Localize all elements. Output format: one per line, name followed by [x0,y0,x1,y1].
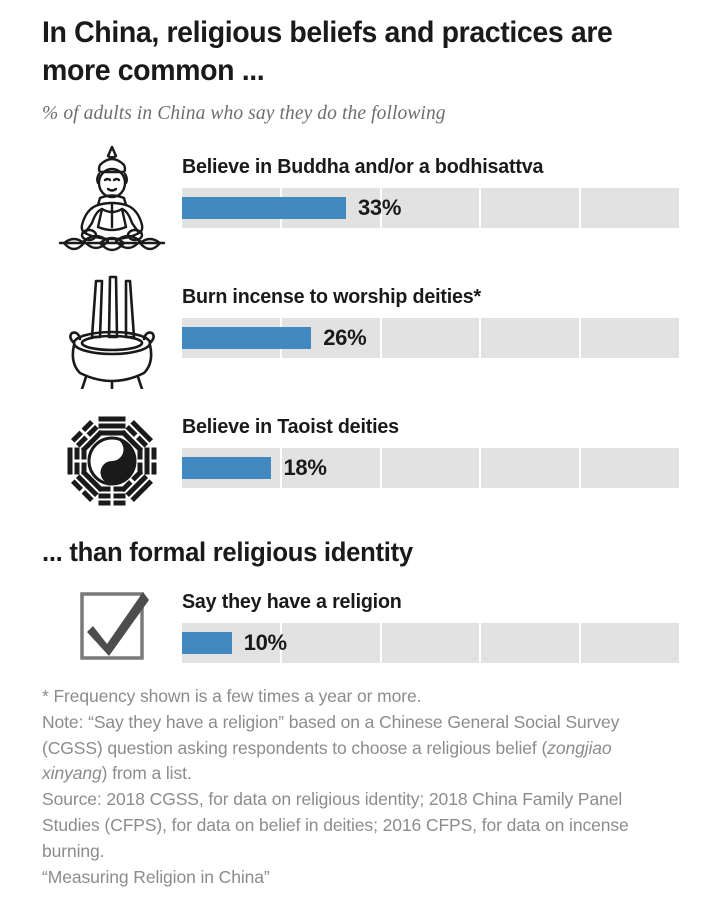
chart-row: Burn incense to worship deities* 26% [42,271,679,401]
page-subtitle: % of adults in China who say they do the… [42,102,446,124]
bar-value: 33% [358,194,402,220]
note-definition: Note: “Say they have a religion” based o… [42,710,678,788]
footnote-frequency: * Frequency shown is a few times a year … [42,685,422,706]
bar-cell: Burn incense to worship deities* 26% [182,271,679,358]
page-title: In China, religious beliefs and practice… [42,16,613,88]
row-label: Believe in Buddha and/or a bodhisattva [182,154,544,178]
note-text-part1: Note: “Say they have a religion” based o… [42,711,620,758]
bar-fill [182,631,232,654]
bar-track: 26% [182,317,679,358]
bar-fill [182,196,346,219]
bagua-yin-yang-icon [42,401,182,521]
checkbox-checked-icon [42,584,182,670]
notes-block: * Frequency shown is a few times a year … [42,684,678,891]
chart-row: Believe in Taoist deities 18% [42,401,679,531]
row-label: Say they have a religion [182,589,402,613]
incense-burner-icon [42,271,182,391]
bar-value: 26% [323,324,367,350]
source-line: Source: 2018 CGSS, for data on religious… [42,789,629,862]
section-heading: ... than formal religious identity [42,536,413,567]
buddha-statue-icon [42,141,182,261]
row-label: Believe in Taoist deities [182,414,399,438]
chart-row: Say they have a religion 10% [42,584,679,670]
bar-track: 10% [182,622,679,663]
bar-cell: Believe in Taoist deities 18% [182,401,679,488]
chart-row: Believe in Buddha and/or a bodhisattva 3… [42,141,679,271]
bar-cell: Say they have a religion 10% [182,584,679,663]
note-text-part2: ) from a list. [101,763,192,784]
bar-fill [182,456,272,479]
bar-value: 18% [283,454,327,480]
bar-cell: Believe in Buddha and/or a bodhisattva 3… [182,141,679,228]
chart-rows: Believe in Buddha and/or a bodhisattva 3… [42,141,679,670]
row-label: Burn incense to worship deities* [182,284,481,308]
bar-track: 33% [182,187,679,228]
report-title: “Measuring Religion in China” [42,867,270,888]
note-text-italic: zongjiao xinyang [42,737,612,784]
bar-fill [182,326,312,349]
bar-track: 18% [182,447,679,488]
bar-value: 10% [243,629,287,655]
